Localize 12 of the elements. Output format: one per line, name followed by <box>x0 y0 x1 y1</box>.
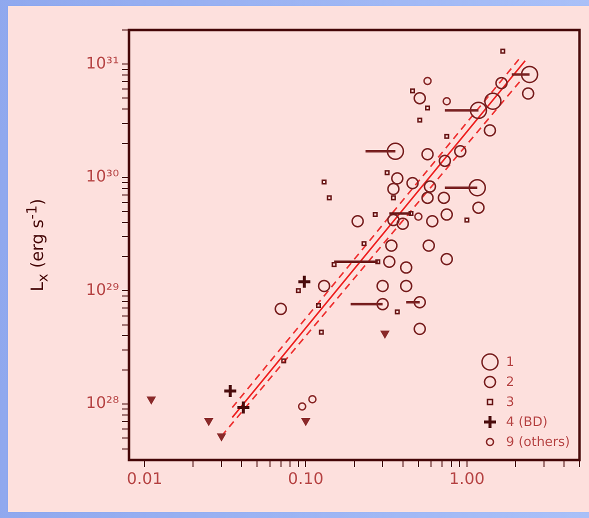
y-tick-label: 10²⁸ <box>86 393 119 412</box>
x-tick-label: 0.01 <box>126 468 162 488</box>
legend-label: 9 (others) <box>506 434 570 450</box>
legend-label: 1 <box>506 354 514 370</box>
y-tick-label: 10³¹ <box>86 53 119 72</box>
y-tick-label: 10²⁹ <box>86 280 119 299</box>
legend-label: 4 (BD) <box>506 414 548 430</box>
x-tick-label: 0.10 <box>288 468 324 488</box>
y-tick-label: 10³⁰ <box>86 166 119 186</box>
legend-label: 2 <box>506 374 514 390</box>
x-tick-label: 1.00 <box>449 468 485 488</box>
legend-label: 3 <box>506 394 514 410</box>
